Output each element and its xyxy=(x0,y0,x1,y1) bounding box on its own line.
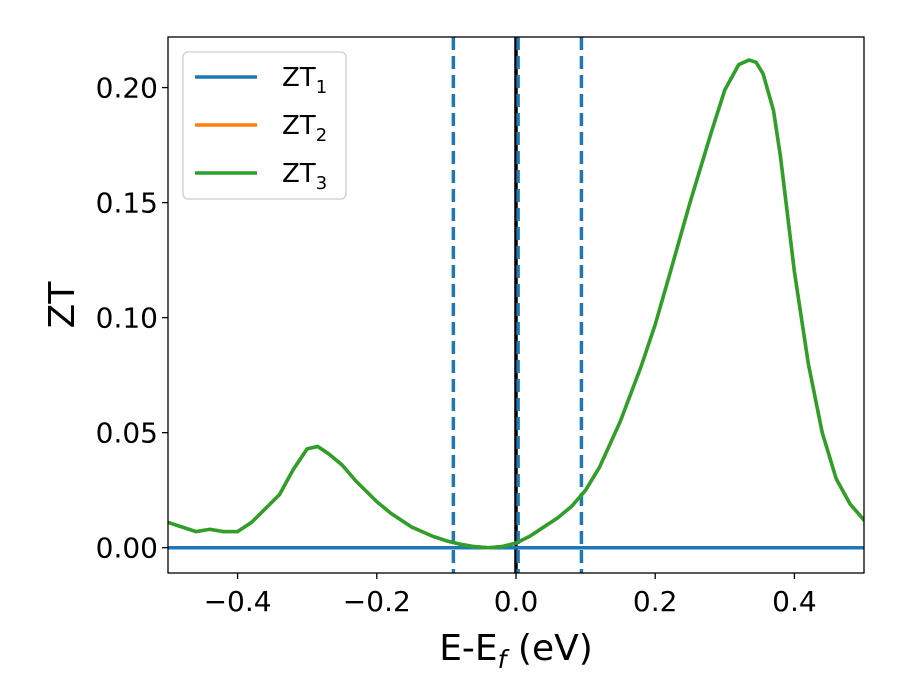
series-line-3 xyxy=(168,58,864,550)
y-axis-label: ZT xyxy=(42,281,83,329)
y-tick-label: 0.10 xyxy=(96,302,158,335)
legend-label: ZT2 xyxy=(282,111,327,146)
x-tick-label: 0.4 xyxy=(772,585,817,618)
y-tick-label: 0.05 xyxy=(96,417,158,450)
x-tick-label: 0.2 xyxy=(633,585,678,618)
x-axis-label: E-Ef (eV) xyxy=(439,628,593,674)
x-tick-label: 0.0 xyxy=(494,585,539,618)
legend-box xyxy=(182,51,347,200)
x-tick-label: −0.4 xyxy=(204,585,272,618)
plot-area xyxy=(168,37,864,573)
y-tick-label: 0.15 xyxy=(96,187,158,220)
legend-label: ZT1 xyxy=(282,63,327,98)
y-tick-label: 0.00 xyxy=(96,532,158,565)
x-tick-label: −0.2 xyxy=(343,585,411,618)
y-tick-label: 0.20 xyxy=(96,72,158,105)
legend: ZT1 ZT2 ZT3 xyxy=(182,51,347,200)
legend-label: ZT3 xyxy=(282,159,327,194)
